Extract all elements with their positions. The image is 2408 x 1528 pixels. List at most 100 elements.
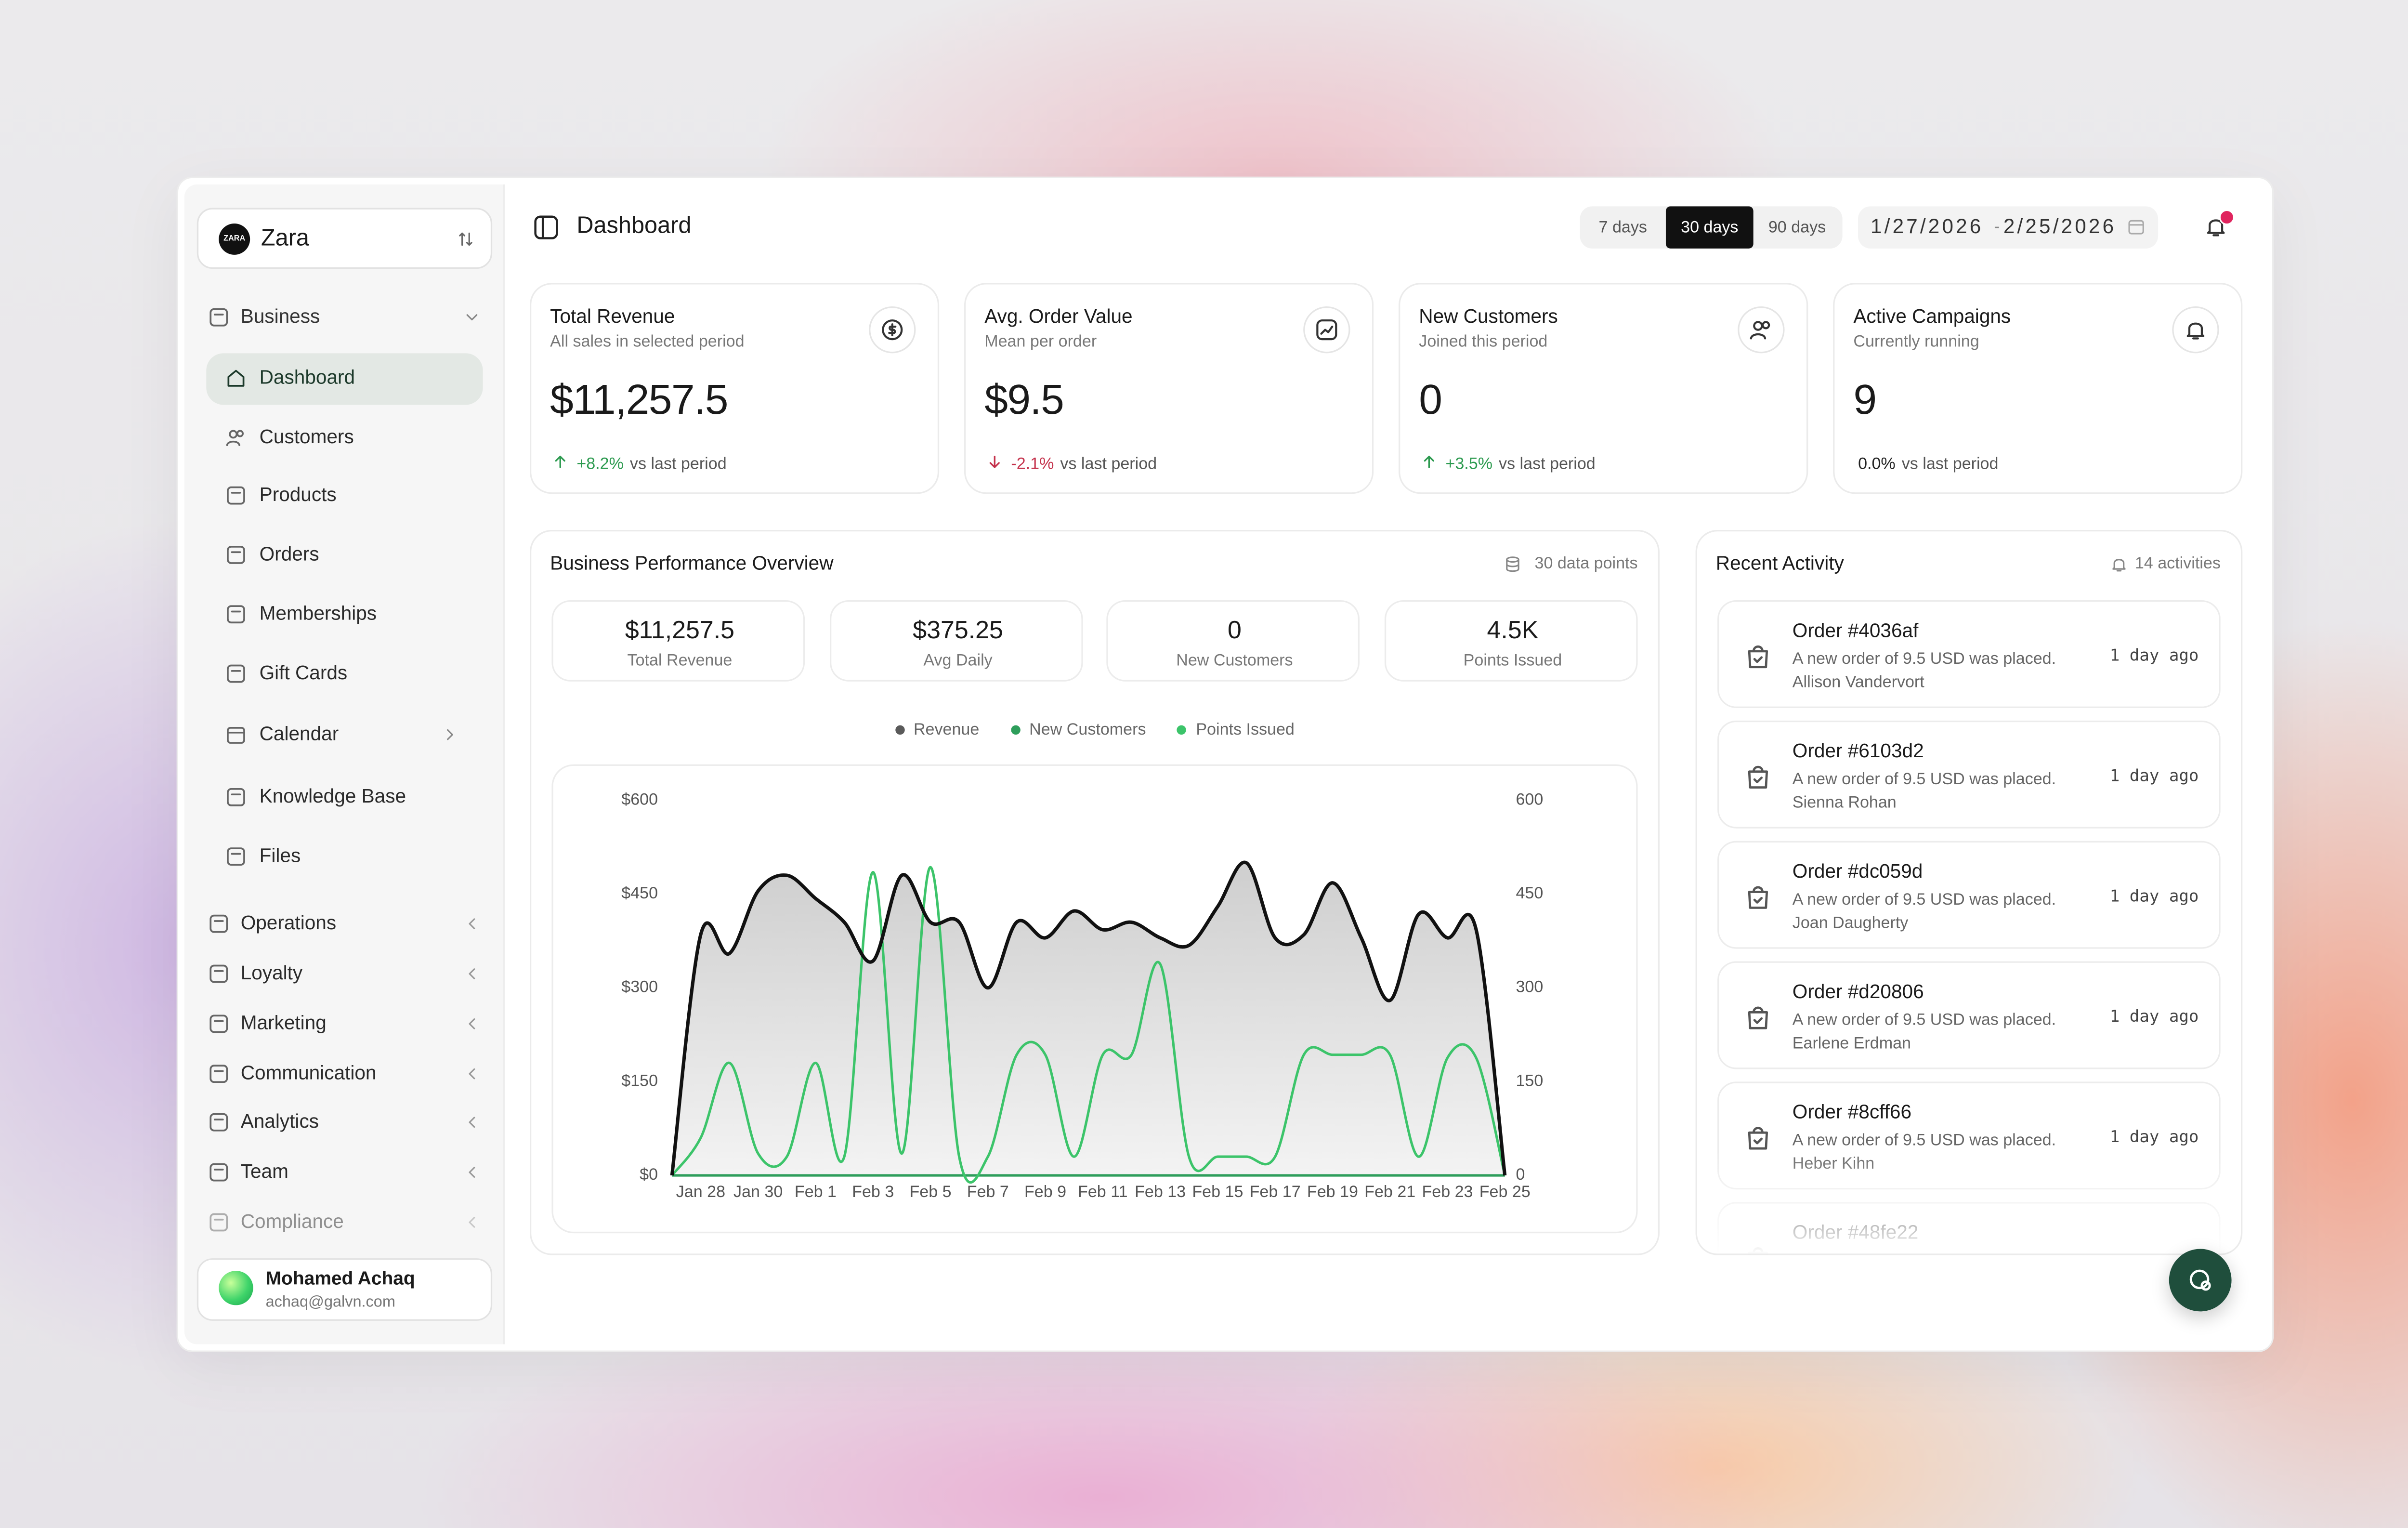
icon-shape xyxy=(227,486,245,505)
icon-shape xyxy=(882,319,903,341)
icon-shape xyxy=(209,1065,228,1083)
y2-tick-label: 600 xyxy=(1516,790,1543,808)
nav-item[interactable]: Orders xyxy=(259,543,319,565)
nav-section[interactable]: Operations xyxy=(240,912,337,934)
switch-icon xyxy=(459,232,472,246)
kpi-title: Active Campaigns xyxy=(1853,305,2011,328)
kpi-change-row: -2.1% vs last period xyxy=(1011,452,1323,475)
range-label[interactable]: 90 days xyxy=(1768,217,1826,237)
nav-icon xyxy=(227,727,245,744)
activity-customer: Allison Vandervort xyxy=(1792,673,1924,692)
nav-item[interactable]: Knowledge Base xyxy=(259,785,406,807)
kpi-icon xyxy=(1750,321,1770,340)
icon-shape xyxy=(1753,777,1763,783)
nav-section[interactable]: Loyalty xyxy=(240,962,303,984)
icon-shape xyxy=(2186,322,2205,340)
icon-shape xyxy=(466,314,478,321)
stat-box: $11,257.5 Total Revenue xyxy=(551,600,805,682)
activity-customer: Heber Kihn xyxy=(1792,1154,1875,1173)
nav-item[interactable]: Dashboard xyxy=(259,366,355,389)
stat-box: $375.25 Avg Daily xyxy=(829,600,1083,682)
order-icon xyxy=(1748,1127,1768,1150)
kpi-card xyxy=(1399,283,1808,494)
brand-logo xyxy=(219,224,250,255)
icon-shape xyxy=(209,1213,228,1232)
icon-shape xyxy=(1424,456,1434,468)
x-tick-label: Feb 9 xyxy=(1024,1183,1066,1201)
date-range[interactable] xyxy=(1858,206,2159,249)
kpi-trend-arrow xyxy=(555,456,565,468)
kpi-trend-arrow xyxy=(1424,456,1434,468)
y2-tick-label: 150 xyxy=(1516,1071,1543,1090)
kpi-card xyxy=(1833,283,2243,494)
activity-item[interactable]: Order #d20806 A new order of 9.5 USD was … xyxy=(1717,961,2221,1069)
nav-item[interactable]: Memberships xyxy=(259,602,377,625)
nav-group-label[interactable]: Business xyxy=(240,305,320,328)
icon-shape xyxy=(469,918,475,929)
range-button[interactable]: 90 days xyxy=(1754,206,1841,249)
nav-item[interactable]: Files xyxy=(259,844,301,867)
activity-customer: Joan Daugherty xyxy=(1792,914,1909,933)
group-icon xyxy=(209,308,228,327)
activity-time: 1 day ago xyxy=(2109,1128,2199,1147)
legend-item[interactable]: Points Issued xyxy=(1177,721,1295,739)
range-button[interactable]: 30 days xyxy=(1665,206,1754,249)
x-tick-label: Feb 25 xyxy=(1479,1183,1531,1201)
icon-shape xyxy=(1753,896,1763,904)
icon-shape xyxy=(469,1018,475,1029)
x-tick-label: Feb 19 xyxy=(1307,1183,1358,1201)
icon-shape xyxy=(1750,333,1767,340)
nav-item[interactable]: Gift Cards xyxy=(259,662,348,684)
range-button[interactable]: 7 days xyxy=(1580,206,1665,249)
x-tick-label: Jan 30 xyxy=(733,1183,783,1201)
kpi-icon-ring xyxy=(869,306,916,354)
kpi-change-note: vs last period xyxy=(629,454,727,473)
kpi-card xyxy=(964,283,1374,494)
icon-shape xyxy=(1316,319,1337,341)
x-tick-label: Feb 13 xyxy=(1135,1183,1186,1201)
y-tick-label: $150 xyxy=(621,1071,658,1090)
x-tick-label: Feb 5 xyxy=(909,1183,951,1201)
range-label[interactable]: 30 days xyxy=(1681,217,1739,237)
x-tick-label: Feb 7 xyxy=(967,1183,1009,1201)
icon-shape xyxy=(888,323,897,337)
notification-badge xyxy=(2219,209,2235,225)
kpi-card xyxy=(529,283,940,494)
legend-item[interactable]: Revenue xyxy=(895,721,979,739)
chat-button[interactable] xyxy=(2169,1249,2232,1312)
activity-item[interactable]: Order #dc059d A new order of 9.5 USD was … xyxy=(1717,841,2221,949)
x-tick-label: Feb 3 xyxy=(852,1183,894,1201)
nav-item[interactable]: Products xyxy=(259,484,337,506)
activity-title: Order #dc059d xyxy=(1792,860,1923,883)
icon-shape xyxy=(1506,559,1519,572)
kpi-subtitle: Joined this period xyxy=(1419,332,1548,352)
nav-item[interactable]: Calendar xyxy=(259,723,339,745)
nav-section[interactable]: Analytics xyxy=(240,1110,319,1133)
icon-shape xyxy=(2128,220,2144,235)
card-meta: 14 activities xyxy=(2134,554,2221,573)
activity-item[interactable]: Order #8cff66 A new order of 9.5 USD was … xyxy=(1717,1081,2221,1190)
chevron-icon xyxy=(447,729,453,740)
chevron-icon xyxy=(469,918,475,929)
nav-section[interactable]: Marketing xyxy=(240,1012,327,1034)
nav-section[interactable]: Communication xyxy=(240,1062,377,1084)
nav-section[interactable]: Compliance xyxy=(240,1211,344,1233)
activity-item[interactable]: Order #4036af A new order of 9.5 USD was … xyxy=(1717,600,2221,708)
legend-item[interactable]: New Customers xyxy=(1010,721,1146,739)
stat-box: 0 New Customers xyxy=(1106,600,1360,682)
activity-customer: Earlene Erdman xyxy=(1792,1034,1911,1054)
stat-label: Total Revenue xyxy=(627,651,733,671)
range-label[interactable]: 7 days xyxy=(1598,217,1647,237)
kpi-icon-ring xyxy=(1303,306,1350,354)
icon-shape xyxy=(447,729,453,740)
legend-label: Revenue xyxy=(913,720,980,739)
legend-dot xyxy=(895,725,904,735)
chart-frame xyxy=(551,764,1638,1234)
date-from: 1/27/2026 xyxy=(1871,214,1984,238)
nav-item[interactable]: Customers xyxy=(259,426,354,448)
activity-item[interactable]: Order #6103d2 A new order of 9.5 USD was … xyxy=(1717,720,2221,829)
icon-shape xyxy=(1753,656,1763,663)
nav-section[interactable]: Team xyxy=(240,1160,288,1183)
activity-item[interactable]: Order #48fe22 xyxy=(1717,1202,2221,1255)
